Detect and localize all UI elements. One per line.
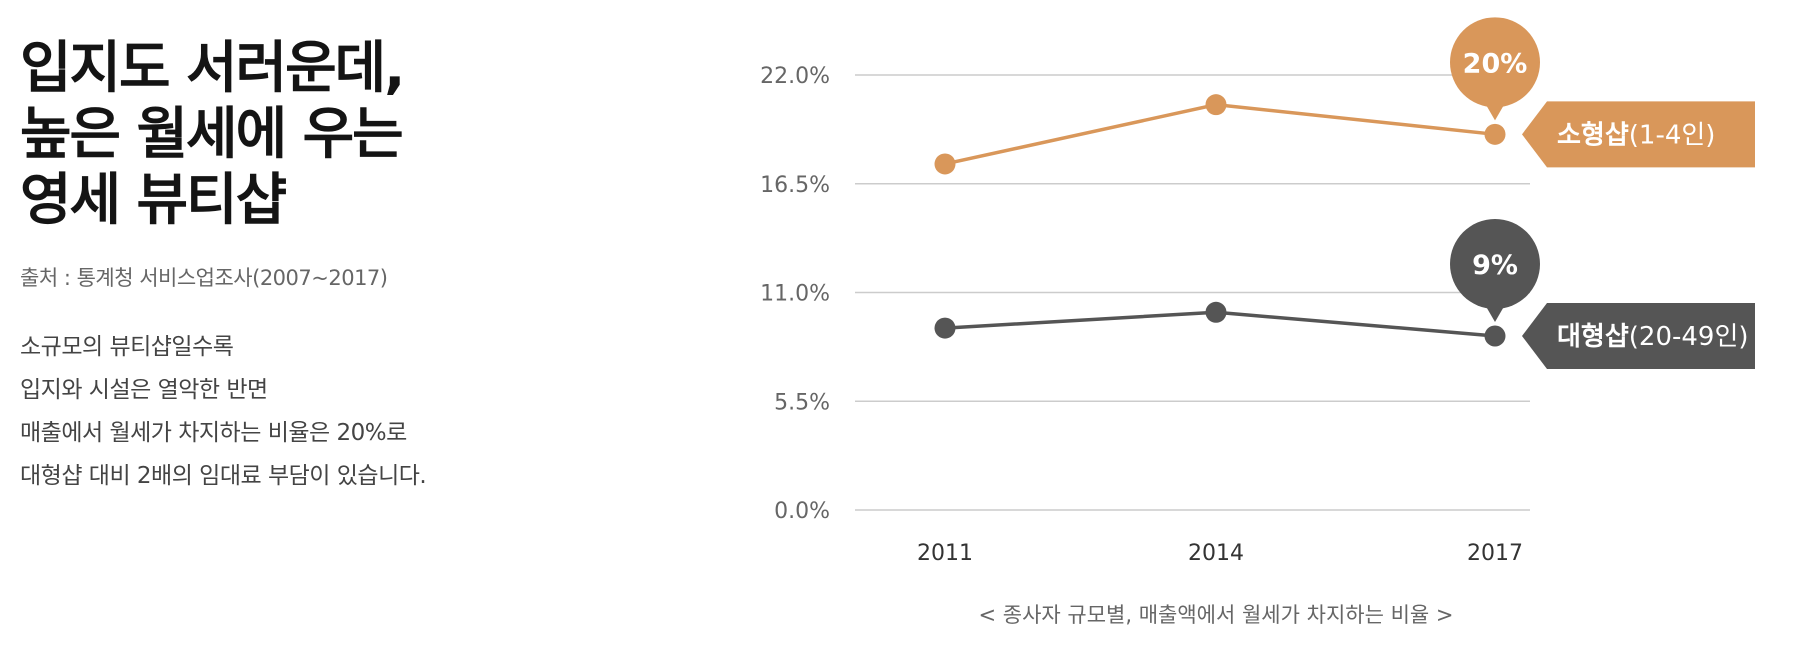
data-point-small [1484, 123, 1506, 145]
y-axis-ticks: 0.0% 5.5% 11.0% 16.5% 22.0% [760, 64, 830, 524]
y-tick-label: 16.5% [760, 173, 830, 198]
data-point-small [1205, 94, 1227, 116]
data-point-large [1484, 325, 1506, 347]
series-label-rest: (1-4인) [1629, 120, 1716, 150]
chart-caption: < 종사자 규모별, 매출액에서 월세가 차지하는 비율 > [979, 603, 1454, 627]
description-line-3: 매출에서 월세가 차지하는 비율은 20%로 [20, 420, 407, 446]
data-point-small [934, 153, 956, 175]
description-line-2: 입지와 시설은 열악한 반면 [20, 377, 268, 403]
chart-series [934, 94, 1506, 347]
headline-line-2: 높은 월세에 우는 [20, 102, 404, 167]
series-label-rest: (20-49인) [1629, 322, 1749, 352]
callout-bubble-large: 9% [1450, 219, 1540, 322]
intro-panel: 입지도 서러운데, 높은 월세에 우는 영세 뷰티샵 출처 : 통계청 서비스업… [20, 36, 580, 498]
data-point-large [934, 317, 956, 339]
y-tick-label: 5.5% [774, 390, 830, 415]
chart-callouts: 20% 소형샵(1-4인) 9% 대형샵(20-49인) [1450, 17, 1755, 369]
y-tick-label: 22.0% [760, 64, 830, 89]
y-tick-label: 11.0% [760, 282, 830, 307]
x-tick-label: 2017 [1467, 541, 1523, 566]
y-tick-label: 0.0% [774, 499, 830, 524]
series-tag-large: 대형샵(20-49인) [1522, 303, 1755, 369]
callout-bubble-small: 20% [1450, 17, 1540, 121]
callout-value-small: 20% [1463, 48, 1528, 79]
headline-line-1: 입지도 서러운데, [20, 36, 405, 101]
headline: 입지도 서러운데, 높은 월세에 우는 영세 뷰티샵 [20, 36, 580, 234]
description-line-1: 소규모의 뷰티샵일수록 [20, 334, 234, 360]
series-label-small: 소형샵(1-4인) [1557, 120, 1715, 150]
series-tag-small: 소형샵(1-4인) [1522, 101, 1755, 168]
description: 소규모의 뷰티샵일수록 입지와 시설은 열악한 반면 매출에서 월세가 차지하는… [20, 326, 580, 498]
series-label-bold: 대형샵 [1557, 322, 1629, 352]
headline-line-3: 영세 뷰티샵 [20, 168, 287, 233]
series-label-large: 대형샵(20-49인) [1557, 322, 1749, 352]
chart-grid [855, 74, 1530, 511]
source-note: 출처 : 통계청 서비스업조사(2007~2017) [20, 266, 388, 290]
x-axis-ticks: 2011 2014 2017 [917, 541, 1523, 566]
callout-value-large: 9% [1472, 250, 1518, 281]
x-tick-label: 2011 [917, 541, 973, 566]
description-line-4: 대형샵 대비 2배의 임대료 부담이 있습니다. [20, 463, 427, 489]
data-point-large [1205, 301, 1227, 323]
series-label-bold: 소형샵 [1557, 120, 1629, 150]
x-tick-label: 2014 [1188, 541, 1244, 566]
